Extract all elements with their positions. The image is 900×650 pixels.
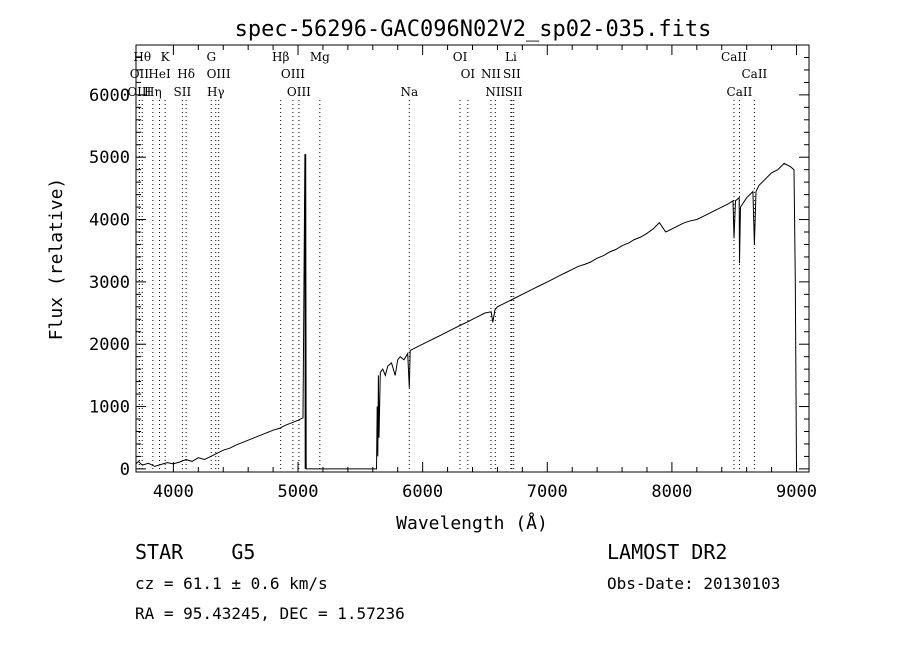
line-label-23: NII <box>485 85 505 99</box>
y-tick-label-6000: 6000 <box>89 86 130 106</box>
x-tick-label-5000: 5000 <box>278 482 319 502</box>
y-tick-label-3000: 3000 <box>89 273 130 293</box>
x-axis-ticks: 4000 5000 6000 7000 8000 9000 <box>153 45 817 502</box>
x-tick-label-8000: 8000 <box>651 482 692 502</box>
y-tick-label-0: 0 <box>120 460 130 480</box>
x-tick-label-9000: 9000 <box>776 482 817 502</box>
object-class-label: STAR <box>135 540 184 564</box>
line-label-16: CaII <box>741 67 767 81</box>
spectral-line-markers <box>138 100 755 472</box>
line-label-24: SII <box>505 85 523 99</box>
redshift-cz: cz = 61.1 ± 0.6 km/s <box>135 574 328 593</box>
line-label-13: OI <box>461 67 476 81</box>
line-label-10: Hδ <box>177 67 195 81</box>
line-label-9: HeI <box>148 67 171 81</box>
chart-title: spec-56296-GAC096N02V2_sp02-035.fits <box>235 17 712 42</box>
line-label-17: OIII <box>127 85 151 99</box>
y-axis-label: Flux (relative) <box>46 178 67 341</box>
y-axis-ticks: 0 1000 2000 3000 4000 5000 6000 <box>89 56 809 480</box>
object-class: STAR G5 <box>135 540 255 564</box>
line-label-14: NII <box>481 67 501 81</box>
line-label-20: Hγ <box>207 85 225 99</box>
line-label-6: Li <box>505 50 517 64</box>
y-tick-label-1000: 1000 <box>89 398 130 418</box>
line-label-2: G <box>206 50 216 64</box>
ra-dec-coordinates: RA = 95.43245, DEC = 1.57236 <box>135 604 405 623</box>
line-label-11: OIII <box>207 67 231 81</box>
line-label-4: Mg <box>310 50 330 64</box>
observation-date: Obs-Date: 20130103 <box>607 574 781 593</box>
line-label-15: SII <box>503 67 521 81</box>
plot-frame <box>135 44 810 473</box>
y-tick-label-4000: 4000 <box>89 211 130 231</box>
line-label-21: OIII <box>287 85 311 99</box>
line-label-1: K <box>161 50 171 64</box>
y-tick-label-5000: 5000 <box>89 148 130 168</box>
line-label-12: OIII <box>281 67 305 81</box>
y-tick-label-2000: 2000 <box>89 335 130 355</box>
line-label-19: SII <box>174 85 192 99</box>
line-label-25: CaII <box>727 85 753 99</box>
object-subclass: G5 <box>231 540 256 564</box>
survey-label: LAMOST DR2 <box>607 540 728 564</box>
x-axis-label: Wavelength (Å) <box>396 512 548 534</box>
line-label-22: Na <box>400 85 418 99</box>
line-label-7: CaII <box>721 50 747 64</box>
line-label-18: Hη <box>144 85 162 99</box>
x-tick-label-6000: 6000 <box>402 482 443 502</box>
spectrum-series-line <box>135 154 797 470</box>
line-label-5: OI <box>453 50 468 64</box>
line-label-8: OII <box>130 67 150 81</box>
x-tick-label-4000: 4000 <box>153 482 194 502</box>
x-tick-label-7000: 7000 <box>527 482 568 502</box>
line-label-3: Hβ <box>272 50 289 64</box>
line-label-0: Hθ <box>133 50 151 64</box>
